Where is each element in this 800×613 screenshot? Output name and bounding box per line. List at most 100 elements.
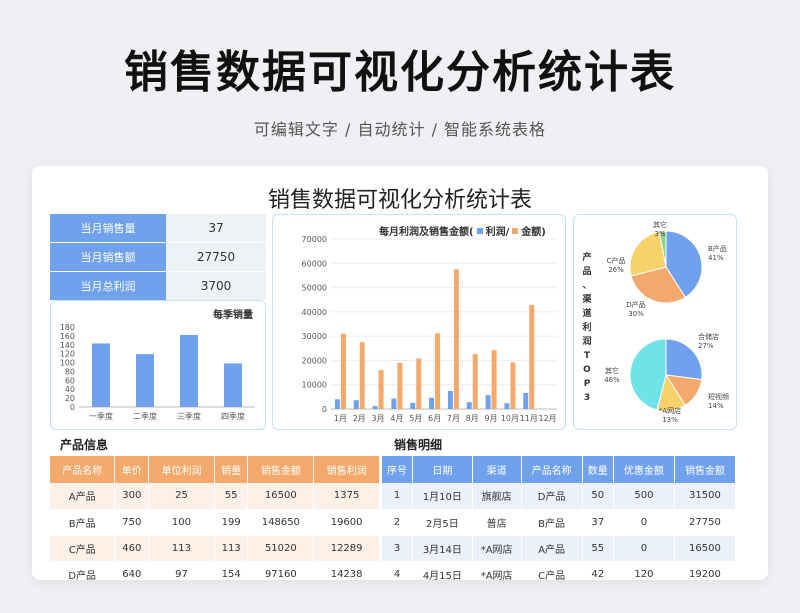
bar-amount (472, 354, 478, 409)
table-cell: A产品 (521, 535, 583, 562)
pie-slice-label: B产品 (708, 244, 727, 253)
pie-slice-label: 短视频 (708, 392, 729, 401)
table-cell: 148650 (247, 509, 315, 536)
x-tick-label: 5月 (409, 414, 422, 423)
table-cell: 19600 (313, 509, 380, 536)
y-tick-label: 140 (60, 341, 75, 350)
pie-slice-label: 其它 (605, 366, 619, 375)
table-cell: *A网店 (472, 535, 522, 562)
y-tick-label: 70000 (302, 235, 327, 244)
table-row: 3 3月14日 *A网店 A产品 55 0 16500 (382, 535, 737, 562)
pie-slice-label: D产品 (626, 300, 645, 309)
y-tick-label: 0 (322, 405, 327, 414)
table-cell: 154 (214, 561, 249, 580)
column-header: 单位利润 (148, 456, 215, 483)
bar-amount (378, 370, 384, 409)
kpi-value: 3700 (166, 272, 266, 300)
bar-profit (523, 392, 529, 409)
table-cell: 97160 (247, 561, 315, 580)
table-row: 4 4月15日 *A网店 C产品 42 120 19200 (382, 561, 737, 580)
bar-profit (485, 395, 491, 409)
sales-detail-heading: 销售明细 (394, 438, 443, 452)
table-cell: 42 (582, 561, 614, 580)
table-cell: 16500 (674, 535, 737, 562)
table-cell: 55 (582, 535, 614, 562)
pie-slice-label: *A网店 (659, 406, 681, 415)
x-tick-label: 二季度 (133, 411, 157, 421)
y-tick-label: 100 (60, 359, 75, 368)
column-header: 渠道 (472, 456, 522, 483)
table-cell: 750 (114, 509, 150, 536)
x-tick-label: 7月 (447, 414, 460, 423)
pie-slice (665, 338, 703, 381)
x-tick-label: 四季度 (221, 411, 245, 421)
bar (180, 335, 198, 407)
quarterly-chart-panel: 每季销量 0 20 40 60 80 100 120 140 160 180 一季度 二季度 三季度 四季… (50, 300, 266, 430)
x-tick-label: 11月 (520, 414, 538, 423)
sheet-title: 销售数据可视化分析统计表 (267, 188, 532, 213)
table-cell: 4 (382, 561, 414, 580)
y-tick-label: 50000 (302, 284, 327, 293)
bar (92, 343, 110, 407)
column-header: 数量 (582, 456, 614, 483)
legend-swatch-profit (476, 227, 483, 234)
table-cell: 0 (613, 535, 675, 562)
y-tick-label: 60000 (302, 259, 327, 268)
table-row: A产品 300 25 55 16500 1375 (50, 483, 380, 510)
pie-slice-pct: 14% (708, 402, 724, 410)
pie-slice (629, 338, 667, 411)
table-cell: 3月14日 (412, 535, 473, 562)
kpi-row: 当月总利润 3700 (50, 272, 266, 300)
pie-side-label: 产品、渠道利润 T O P 3 (582, 253, 592, 403)
table-cell: B产品 (521, 509, 583, 536)
column-header: 产品名称 (50, 456, 116, 483)
table-cell: C产品 (521, 561, 583, 580)
y-tick-label: 40000 (302, 308, 327, 317)
bar-profit (447, 391, 453, 409)
x-tick-label: 三季度 (177, 411, 201, 421)
x-tick-label: 6月 (428, 414, 441, 423)
kpi-row: 当月销售量 37 (50, 214, 266, 242)
table-cell: A产品 (50, 483, 116, 510)
bar-amount (359, 342, 365, 409)
bar-amount (340, 333, 346, 409)
x-tick-label: 8月 (466, 414, 479, 423)
pie-slice (629, 231, 667, 277)
monthly-chart: 0 10000 20000 30000 40000 50000 60000 70000 1月 2月… (302, 235, 557, 423)
kpi-block: 当月销售量 37 当月销售额 27750 当月总利润 3700 (50, 214, 266, 301)
bar-amount (491, 350, 497, 409)
table-cell: 500 (613, 483, 675, 510)
bar-profit (410, 402, 416, 409)
bar (224, 363, 242, 407)
pie-slice-pct: 46% (604, 376, 620, 384)
bar-amount (453, 269, 459, 409)
pie-slice-label: 其它 (653, 220, 667, 229)
y-tick-label: 40 (65, 385, 75, 394)
banner-title: 销售数据可视化分析统计表 (124, 47, 676, 98)
y-tick-label: 120 (60, 350, 75, 359)
bar-profit (504, 403, 510, 409)
y-tick-label: 10000 (302, 381, 327, 390)
y-tick-label: 60 (65, 376, 75, 385)
table-cell: 113 (148, 535, 215, 562)
y-tick-label: 80 (65, 367, 75, 376)
bar-profit (391, 398, 397, 409)
table-cell: *A网店 (472, 561, 522, 580)
quarterly-chart-title: 每季销量 (213, 310, 253, 321)
table-row: D产品 640 97 154 97160 14238 (50, 561, 380, 580)
bar-profit (334, 399, 340, 409)
table-cell: 97 (148, 561, 215, 580)
kpi-label: 当月销售量 (50, 214, 166, 242)
table-cell: 31500 (674, 483, 737, 510)
table-cell: 3 (382, 535, 414, 562)
table-cell: 0 (613, 509, 675, 536)
bar-amount (435, 333, 441, 409)
table-cell: B产品 (50, 509, 116, 536)
table-cell: 1375 (313, 483, 380, 510)
table-row: C产品 460 113 113 51020 12289 (50, 535, 380, 562)
bar-amount (397, 362, 403, 409)
kpi-row: 当月销售额 27750 (50, 243, 266, 271)
monthly-chart-panel: 每月利润及销售金额( 利润/ 金额) 0 10000 20000 30000 40000… (272, 214, 566, 430)
x-tick-label: 2月 (353, 414, 366, 423)
